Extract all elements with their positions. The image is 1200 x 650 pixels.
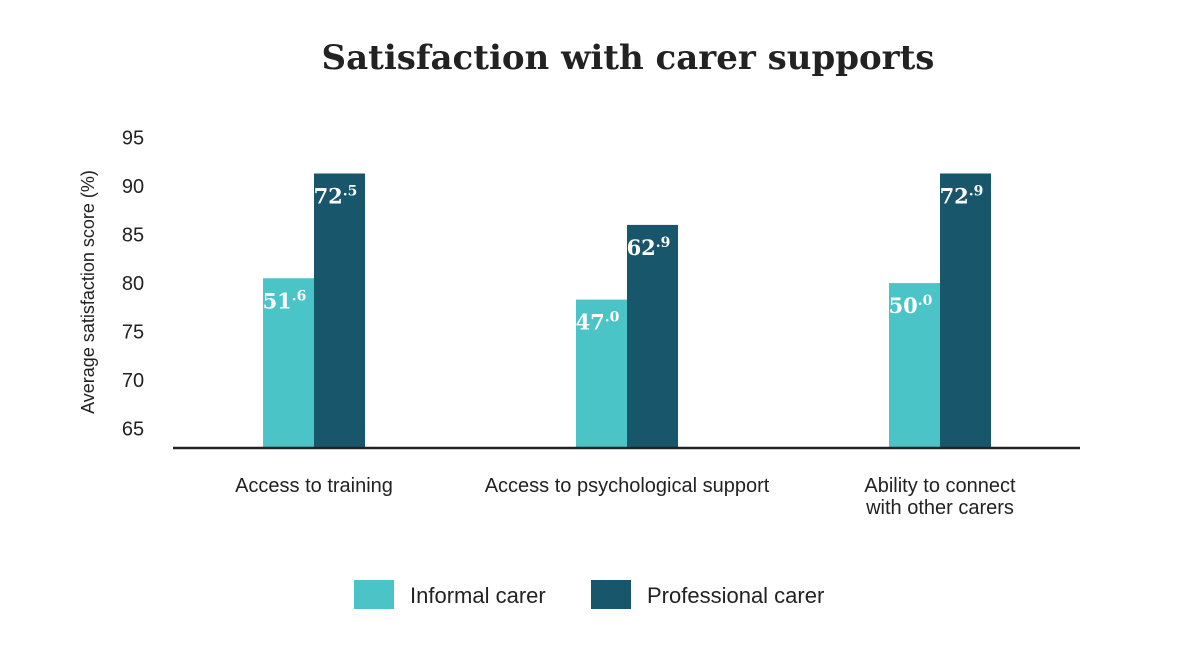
bar-informal-carer	[889, 283, 940, 448]
bar-data-label: 72.9	[940, 183, 984, 208]
bar-professional-carer	[627, 224, 678, 448]
bar-data-label: 72.5	[314, 183, 358, 208]
y-tick-label: 85	[122, 225, 144, 247]
chart-title: Satisfaction with carer supports	[321, 38, 935, 78]
x-category-label: Access to training	[235, 475, 393, 497]
legend-swatch-informal	[354, 580, 394, 609]
y-tick-label: 80	[122, 273, 144, 295]
bar-data-label: 51.6	[263, 288, 307, 313]
bar-informal-carer	[576, 299, 627, 448]
y-tick-label: 95	[122, 128, 144, 150]
x-category-label: with other carers	[865, 497, 1014, 519]
bar-data-label: 47.0	[576, 310, 620, 335]
bar-professional-carer	[940, 173, 991, 449]
bar-professional-carer	[314, 173, 365, 449]
legend-swatch-professional	[591, 580, 631, 609]
y-tick-label: 75	[122, 322, 144, 344]
legend-label-professional: Professional carer	[647, 583, 824, 608]
x-category-label: Access to psychological support	[485, 475, 770, 497]
bar-data-label: 50.0	[889, 293, 933, 318]
bar-informal-carer	[263, 278, 314, 448]
y-tick-label: 65	[122, 419, 144, 441]
y-axis-title: Average satisfaction score (%)	[78, 170, 98, 414]
y-tick-label: 90	[122, 176, 144, 198]
x-category-label: Ability to connect	[864, 475, 1016, 497]
bar-data-label: 62.9	[627, 235, 671, 260]
legend-label-informal: Informal carer	[410, 583, 546, 608]
y-tick-label: 70	[122, 370, 144, 392]
